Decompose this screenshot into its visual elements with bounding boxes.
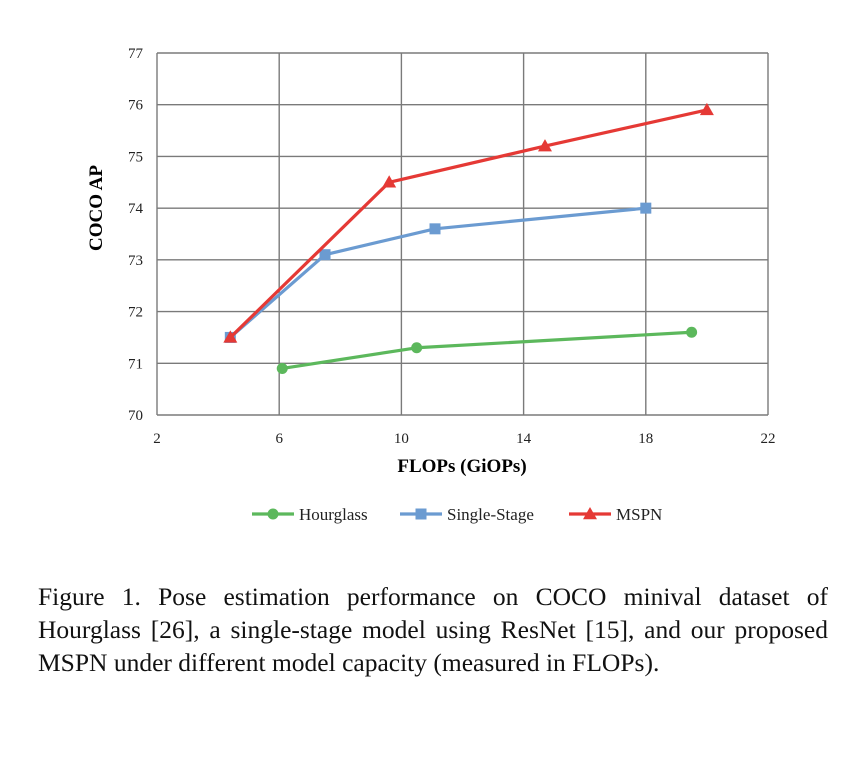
series [223, 102, 714, 374]
x-tick-label: 6 [275, 431, 283, 447]
legend-label: Hourglass [299, 505, 368, 524]
single-stage-line [229, 206, 646, 339]
legend-item-single-stage: Single-Stage [400, 505, 534, 524]
x-tick-label: 2 [153, 431, 161, 447]
mspn-point [537, 139, 552, 152]
y-tick-label: 73 [128, 253, 143, 269]
series-mspn [223, 102, 714, 343]
legend-label: Single-Stage [447, 505, 534, 524]
x-tick-label: 14 [516, 431, 532, 447]
grid [156, 52, 769, 416]
line-chart: 2 6 10 14 18 22 70 71 72 73 74 75 76 77 FLOPs (GiOPs… [86, 46, 776, 524]
mspn-point [223, 330, 238, 343]
y-axis-title: COCO AP [86, 165, 107, 251]
y-tick-label: 70 [128, 408, 143, 424]
x-axis-title: FLOPs (GiOPs) [397, 456, 526, 477]
legend: Hourglass Single-Stage MSPN [252, 505, 662, 524]
single-stage-point [319, 249, 331, 261]
legend-swatch-marker [267, 508, 279, 520]
legend-item-mspn: MSPN [569, 505, 662, 524]
single-stage-point [640, 202, 652, 214]
hourglass-point [276, 362, 288, 374]
x-tick-label: 22 [761, 431, 776, 447]
legend-label: MSPN [616, 505, 662, 524]
mspn-point [382, 175, 397, 188]
y-axis-ticks: 70 71 72 73 74 75 76 77 [128, 46, 144, 424]
y-tick-label: 77 [128, 46, 144, 62]
series-hourglass [276, 326, 698, 374]
single-stage-point [429, 223, 441, 235]
mspn-line [229, 108, 708, 339]
series-single-stage [224, 202, 652, 343]
y-tick-label: 76 [128, 98, 144, 114]
y-tick-label: 71 [128, 356, 143, 372]
legend-swatch-marker [415, 508, 427, 520]
y-tick-label: 74 [128, 201, 144, 217]
y-tick-label: 75 [128, 149, 143, 165]
figure-caption: Figure 1. Pose estimation performance on… [38, 582, 828, 677]
legend-swatch-marker [583, 507, 597, 520]
x-tick-label: 18 [638, 431, 653, 447]
x-tick-label: 10 [394, 431, 409, 447]
hourglass-point [411, 342, 423, 354]
hourglass-point [686, 326, 698, 338]
legend-item-hourglass: Hourglass [252, 505, 368, 524]
mspn-point [699, 102, 714, 116]
x-axis-ticks: 2 6 10 14 18 22 [153, 431, 775, 447]
y-tick-label: 72 [128, 305, 143, 321]
